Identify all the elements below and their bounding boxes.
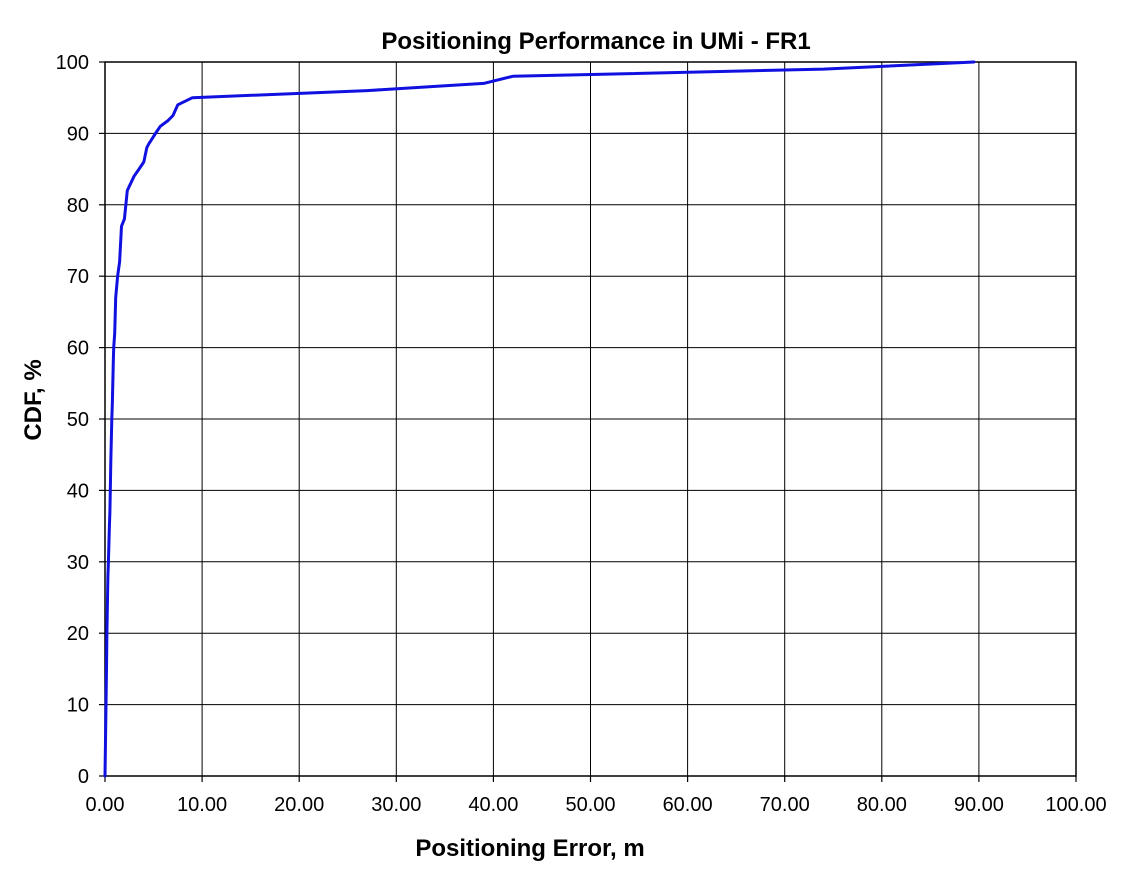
y-tick-label: 100	[56, 52, 89, 74]
x-tick-label: 10.00	[177, 794, 227, 816]
y-tick-label: 80	[67, 195, 89, 217]
x-tick-label: 40.00	[468, 794, 518, 816]
x-tick-label: 70.00	[760, 794, 810, 816]
y-axis-label: CDF, %	[20, 359, 47, 440]
y-tick-label: 20	[67, 623, 89, 645]
y-tick-label: 30	[67, 552, 89, 574]
y-tick-label: 70	[67, 266, 89, 288]
x-tick-label: 90.00	[954, 794, 1004, 816]
grid	[105, 62, 1076, 776]
x-tick-label: 20.00	[274, 794, 324, 816]
x-tick-label: 100.00	[1045, 794, 1106, 816]
x-tick-label: 30.00	[371, 794, 421, 816]
y-tick-label: 60	[67, 338, 89, 360]
x-tick-label: 50.00	[565, 794, 615, 816]
y-tick-label: 10	[67, 695, 89, 717]
y-tick-label: 50	[67, 409, 89, 431]
y-tick-label: 40	[67, 480, 89, 502]
y-tick-label: 0	[78, 766, 89, 788]
axis-ticks: 0.00 10.00 20.00 30.00 40.00 50.00 60.00 70.00 8…	[56, 52, 1107, 816]
x-tick-label: 0.00	[86, 794, 125, 816]
x-tick-label: 80.00	[857, 794, 907, 816]
x-axis-label: Positioning Error, m	[415, 835, 644, 862]
cdf-series-line	[103, 60, 976, 778]
x-tick-label: 60.00	[663, 794, 713, 816]
series-layer	[103, 60, 976, 778]
y-tick-label: 90	[67, 123, 89, 145]
chart-title: Positioning Performance in UMi - FR1	[381, 28, 810, 55]
